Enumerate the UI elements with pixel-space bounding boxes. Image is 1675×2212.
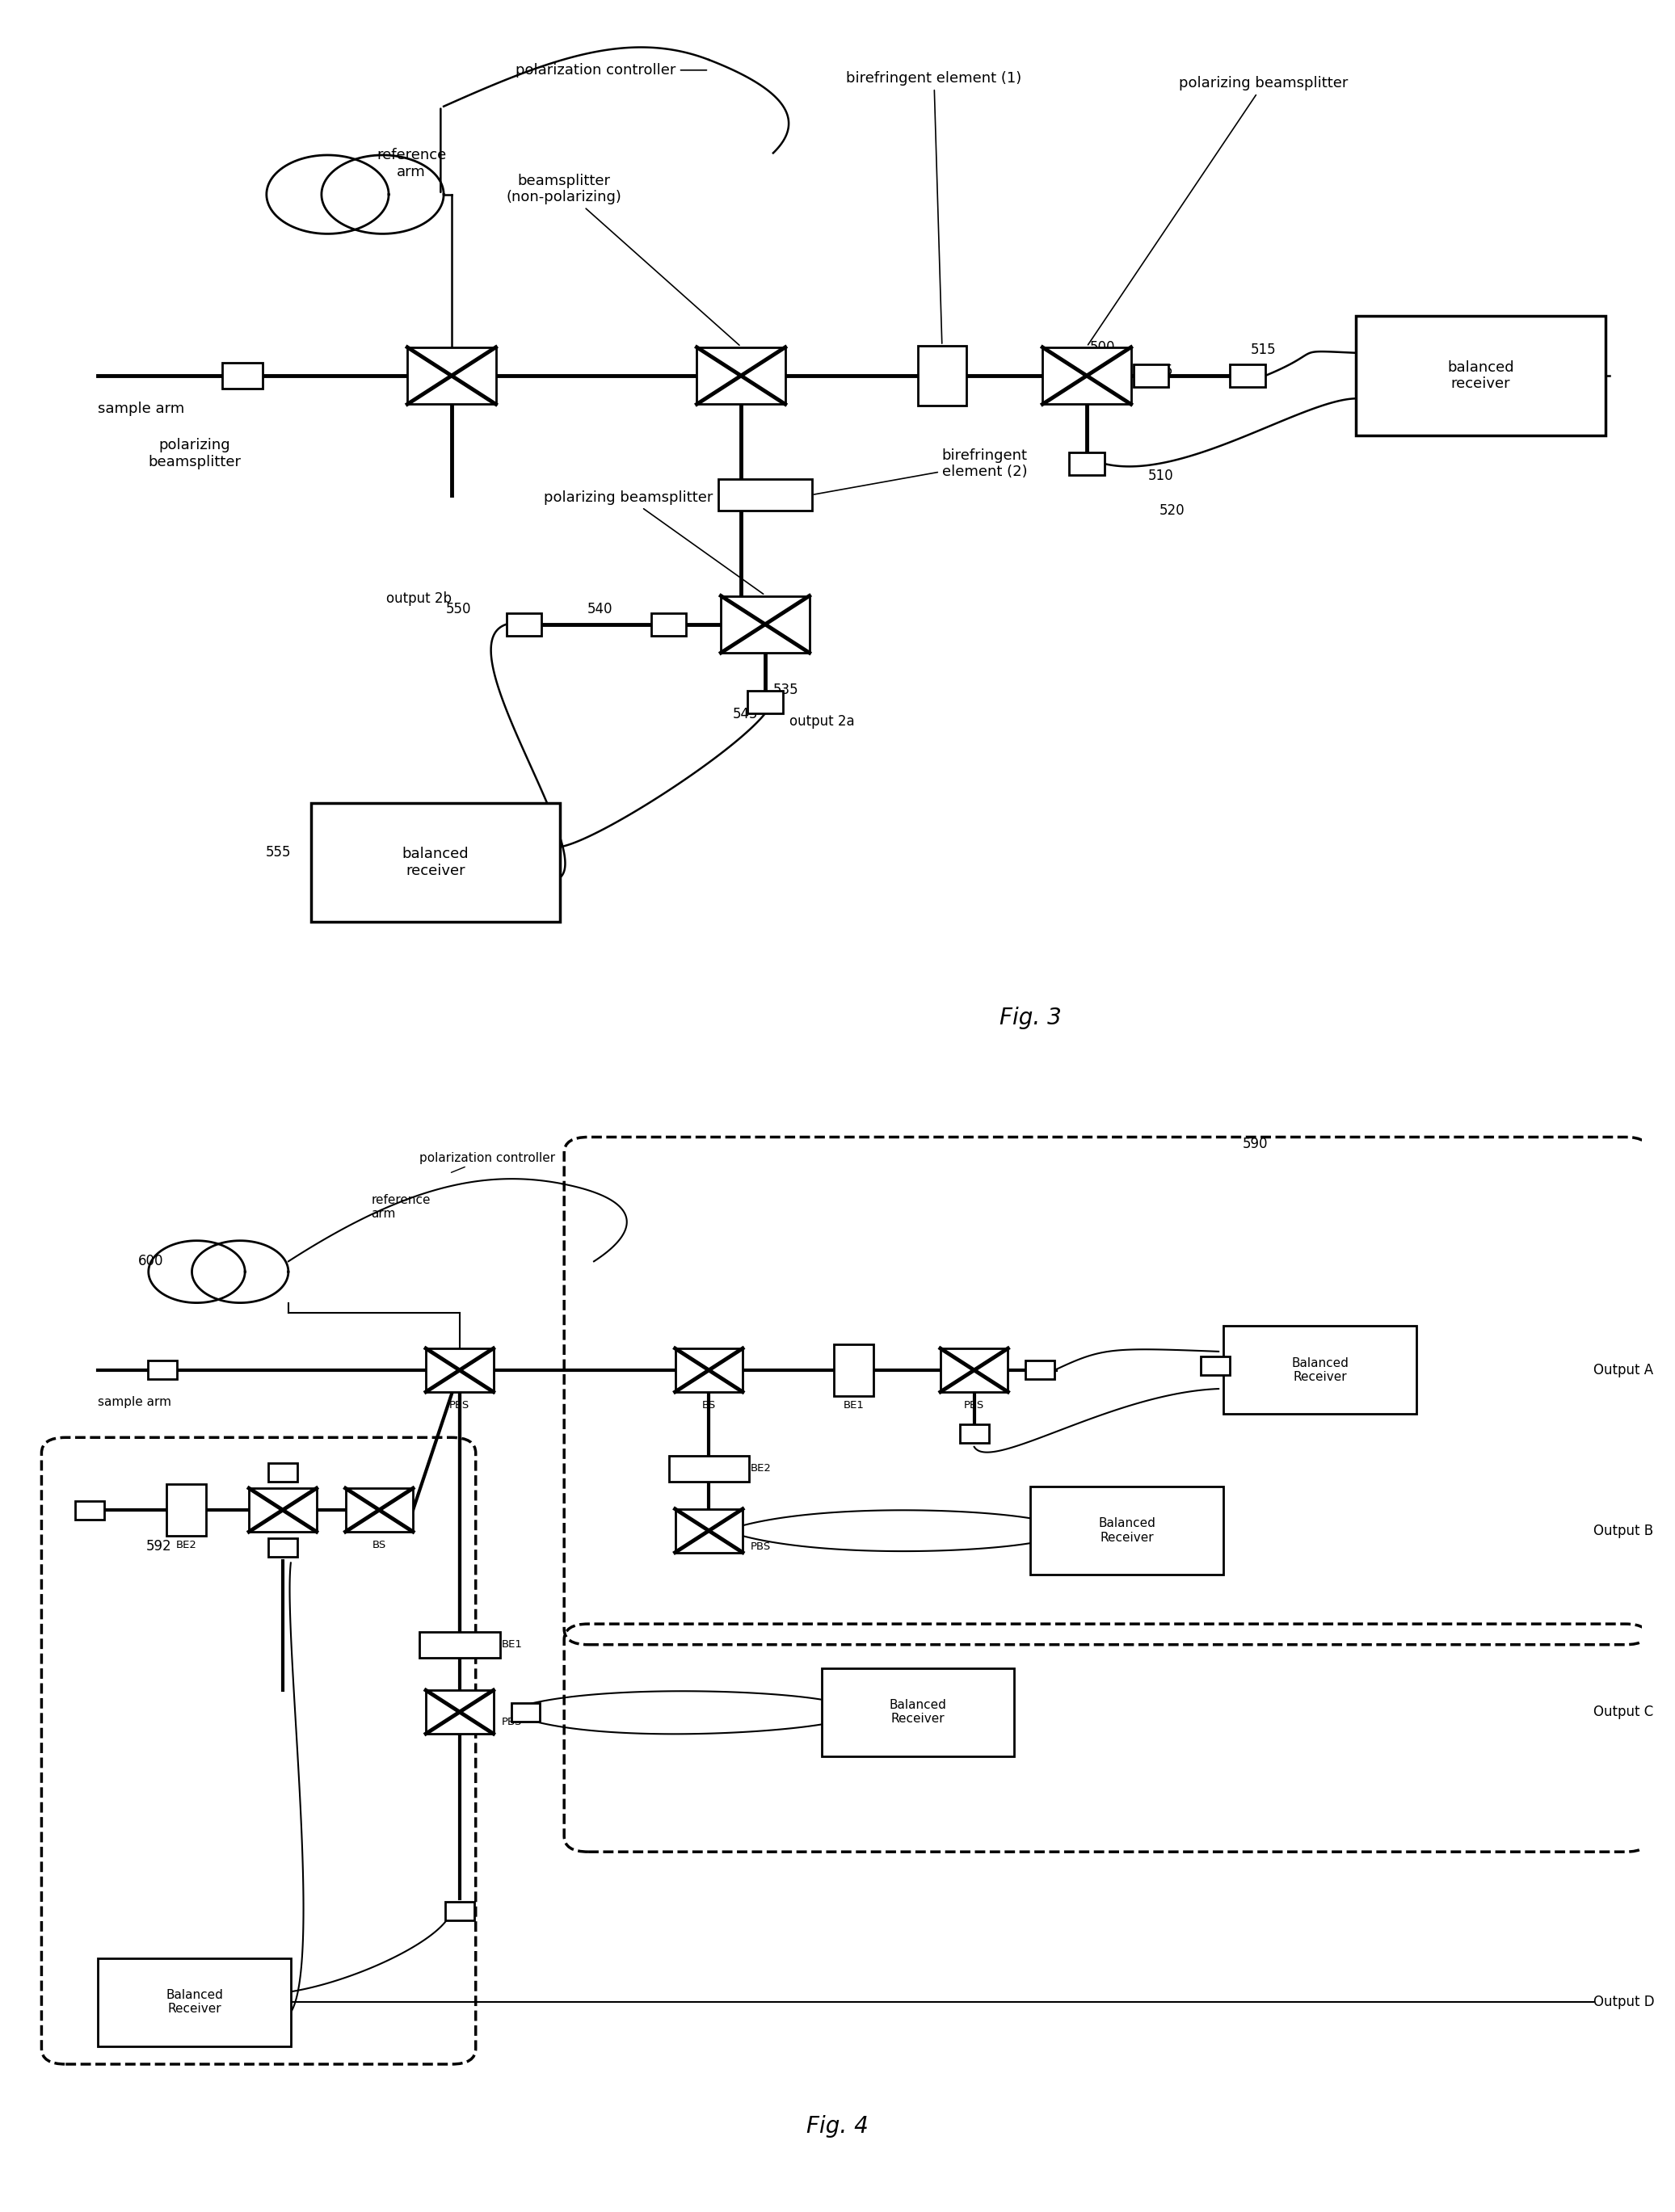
Text: BS: BS (372, 1540, 387, 1551)
Text: 520: 520 (1159, 502, 1184, 518)
Bar (1134, 365, 1169, 387)
Bar (940, 1349, 1008, 1391)
Bar (652, 613, 687, 635)
Bar (166, 1484, 206, 1535)
Bar (419, 1632, 499, 1657)
Text: sample arm: sample arm (97, 403, 184, 416)
Bar (675, 1509, 742, 1553)
Text: 525: 525 (1355, 341, 1380, 354)
Text: polarization controller: polarization controller (516, 62, 707, 77)
Bar (834, 1345, 874, 1396)
Text: polarizing beamsplitter: polarizing beamsplitter (544, 491, 764, 595)
Bar (668, 1455, 749, 1482)
Text: 592: 592 (146, 1540, 171, 1553)
Text: polarizing
beamsplitter: polarizing beamsplitter (147, 438, 241, 469)
Text: Balanced
Receiver: Balanced Receiver (889, 1699, 946, 1725)
Bar (1201, 1356, 1229, 1376)
Text: polarization controller: polarization controller (419, 1152, 556, 1172)
Text: Balanced
Receiver: Balanced Receiver (166, 1989, 223, 2015)
Text: 500: 500 (1090, 341, 1116, 354)
Text: PBS: PBS (501, 1717, 523, 1728)
Bar (268, 1537, 296, 1557)
Bar (960, 1425, 988, 1442)
Bar (918, 345, 966, 405)
Bar (511, 1703, 539, 1721)
Text: output 1a: output 1a (1541, 336, 1606, 349)
Bar (446, 1902, 474, 1920)
Text: PBS: PBS (273, 1540, 293, 1551)
Text: 555: 555 (265, 845, 291, 860)
Text: Fig. 3: Fig. 3 (1000, 1006, 1062, 1029)
Text: 550: 550 (446, 602, 471, 615)
Text: PBS: PBS (965, 1400, 985, 1411)
Text: output 2a: output 2a (789, 714, 854, 730)
Text: 530: 530 (774, 604, 799, 619)
Text: 600: 600 (137, 1254, 164, 1270)
Text: PBS: PBS (449, 1400, 469, 1411)
Text: reference
arm: reference arm (372, 1194, 430, 1221)
Text: BE2: BE2 (750, 1464, 772, 1473)
Text: Balanced
Receiver: Balanced Receiver (1099, 1517, 1156, 1544)
Text: Output B: Output B (1593, 1524, 1653, 1537)
Text: Balanced
Receiver: Balanced Receiver (1291, 1356, 1348, 1382)
Bar (1042, 347, 1131, 405)
Bar (345, 1489, 414, 1531)
Text: sample arm: sample arm (97, 1396, 171, 1409)
Bar (147, 1360, 176, 1380)
Text: Output D: Output D (1593, 1995, 1655, 2008)
Bar (250, 1489, 317, 1531)
Bar (675, 1349, 742, 1391)
Bar (506, 613, 541, 635)
Bar (268, 1464, 296, 1482)
Bar (720, 595, 809, 653)
Text: balanced
receiver: balanced receiver (402, 847, 469, 878)
Text: 515: 515 (1251, 343, 1276, 356)
Text: BE1: BE1 (843, 1400, 864, 1411)
Bar (312, 803, 559, 922)
Bar (1030, 1486, 1223, 1575)
Text: beamsplitter
(non-polarizing): beamsplitter (non-polarizing) (506, 173, 739, 345)
Bar (425, 1690, 494, 1734)
Text: BS: BS (702, 1400, 715, 1411)
Bar (407, 347, 496, 405)
Bar (821, 1668, 1015, 1756)
Bar (697, 347, 786, 405)
Bar (1229, 365, 1265, 387)
Bar (719, 480, 812, 511)
Text: Output A: Output A (1593, 1363, 1653, 1378)
Text: PBS: PBS (750, 1542, 771, 1551)
Text: 540: 540 (586, 602, 613, 615)
Text: birefringent element (1): birefringent element (1) (846, 71, 1022, 343)
Bar (223, 363, 263, 389)
Bar (425, 1349, 494, 1391)
Text: balanced
receiver: balanced receiver (1447, 361, 1514, 392)
Text: output 1b: output 1b (1541, 403, 1606, 416)
Text: 535: 535 (774, 681, 799, 697)
Bar (1069, 453, 1104, 476)
Bar (1223, 1327, 1417, 1413)
Bar (1357, 316, 1605, 436)
Text: BE1: BE1 (501, 1639, 523, 1650)
Bar (1025, 1360, 1055, 1380)
Text: BE2: BE2 (176, 1540, 196, 1551)
Text: reference
arm: reference arm (377, 148, 446, 179)
Text: Fig. 4: Fig. 4 (806, 2115, 869, 2137)
Bar (97, 1958, 291, 2046)
Text: 510: 510 (1147, 469, 1174, 484)
Bar (747, 690, 782, 714)
Text: 505: 505 (1147, 363, 1172, 378)
Text: polarizing beamsplitter: polarizing beamsplitter (1089, 75, 1348, 345)
Text: output 2b: output 2b (387, 591, 452, 606)
Text: 545: 545 (734, 708, 759, 721)
Bar (75, 1500, 104, 1520)
Text: Output C: Output C (1593, 1705, 1653, 1719)
Text: 590: 590 (1243, 1137, 1268, 1152)
Text: birefringent
element (2): birefringent element (2) (814, 449, 1028, 495)
